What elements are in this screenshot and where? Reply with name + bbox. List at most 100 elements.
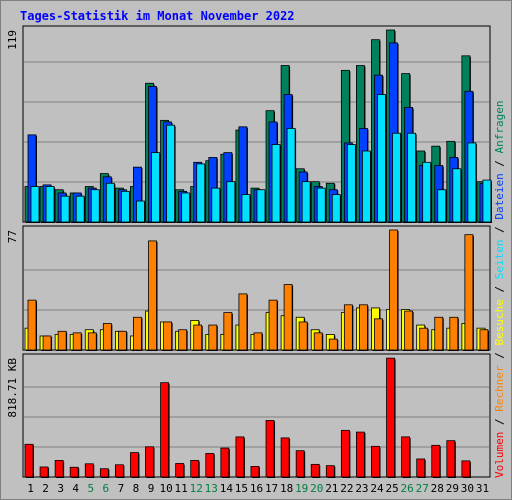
legend-besuche: Besuche (493, 299, 506, 345)
bar-volume-volumen (310, 463, 320, 478)
day-label: 12 (190, 482, 203, 495)
bar-hits-seiten (392, 132, 401, 223)
bar-hits-seiten (166, 124, 175, 223)
bar-hits-seiten (256, 189, 266, 223)
bar-hits-seiten (346, 144, 356, 223)
bar-volume-volumen (461, 460, 471, 478)
day-label: 31 (476, 482, 489, 495)
bar-hits-seiten (422, 161, 432, 223)
bar-visits-rechner (389, 229, 398, 351)
bar-visits-rechner (163, 321, 172, 351)
bar-hits-seiten (136, 200, 145, 223)
day-label: 14 (220, 482, 234, 495)
bar-hits-seiten (211, 187, 221, 223)
bar-volume-volumen (325, 465, 335, 478)
bar-volume-volumen (114, 464, 124, 478)
bar-hits-seiten (286, 128, 296, 223)
legend-separator: / (493, 346, 506, 366)
bar-volume-volumen (371, 445, 380, 478)
legend-rechner: Rechner (493, 365, 506, 412)
bar-visits-rechner (434, 316, 444, 351)
bar-hits-seiten (90, 189, 100, 223)
day-label: 20 (310, 482, 323, 495)
bar-hits-seiten (271, 144, 281, 223)
bar-visits-rechner (313, 332, 323, 351)
bar-visits-rechner (283, 284, 293, 351)
bar-volume-volumen (160, 382, 169, 478)
bar-visits-rechner (208, 324, 218, 351)
bar-volume-volumen (250, 465, 260, 478)
bar-volume-volumen (39, 466, 49, 478)
day-label: 21 (325, 482, 338, 495)
day-label: 24 (370, 482, 384, 495)
legend-separator: / (493, 153, 506, 173)
bar-visits-rechner (27, 299, 37, 351)
bar-volume-volumen (280, 437, 290, 478)
bar-visits-rechner (343, 304, 353, 351)
panel-volume (22, 353, 491, 478)
bar-visits-rechner (42, 335, 52, 351)
bar-visits-rechner (374, 318, 383, 351)
day-label: 28 (431, 482, 444, 495)
bar-hits-seiten (437, 189, 447, 223)
bar-hits-seiten (181, 192, 191, 223)
day-label: 2 (42, 482, 49, 495)
bar-volume-volumen (24, 443, 34, 478)
bar-volume-volumen (265, 420, 275, 478)
bar-hits-seiten (226, 181, 236, 223)
bar-hits-seiten (75, 195, 85, 223)
bar-visits-rechner (404, 310, 414, 351)
bar-visits-rechner (178, 329, 188, 351)
day-label: 25 (385, 482, 398, 495)
bar-hits-seiten (120, 190, 130, 223)
day-label: 22 (340, 482, 353, 495)
day-label: 29 (446, 482, 459, 495)
legend-separator: / (493, 279, 506, 299)
day-label: 16 (250, 482, 263, 495)
bar-hits-seiten (452, 168, 462, 223)
day-label: 8 (133, 482, 140, 495)
bar-hits-seiten (45, 186, 55, 223)
bar-visits-rechner (117, 330, 127, 351)
bar-volume-volumen (235, 436, 245, 478)
day-label: 4 (72, 482, 79, 495)
bar-volume-volumen (340, 429, 350, 478)
bar-visits-rechner (328, 338, 338, 351)
bar-visits-rechner (223, 312, 233, 351)
series-legend: Volumen / Rechner / Besuche / Seiten / D… (493, 100, 506, 478)
day-label: 23 (355, 482, 368, 495)
bar-volume-volumen (54, 460, 64, 478)
bar-hits-seiten (241, 194, 251, 223)
bar-volume-volumen (175, 463, 185, 478)
legend-separator: / (493, 220, 506, 240)
bar-volume-volumen (99, 468, 109, 478)
bar-visits-rechner (57, 330, 67, 351)
bar-hits-seiten (407, 132, 417, 223)
bar-visits-rechner (87, 332, 97, 351)
bar-visits-rechner (419, 327, 429, 351)
bar-visits-rechner (102, 323, 112, 351)
day-label: 18 (280, 482, 293, 495)
bar-volume-volumen (356, 431, 365, 478)
day-label: 27 (416, 482, 429, 495)
bar-volume-volumen (431, 444, 441, 478)
panel-max-label: 119 (6, 30, 19, 50)
bar-volume-volumen (220, 447, 230, 478)
legend-seiten: Seiten (493, 240, 506, 280)
panel-max-label: 818.71 KB (6, 358, 19, 418)
bar-volume-volumen (295, 450, 305, 478)
day-label: 5 (87, 482, 94, 495)
day-label: 15 (235, 482, 248, 495)
day-label: 11 (175, 482, 188, 495)
bar-hits-seiten (331, 194, 341, 223)
panel-max-label: 77 (6, 230, 19, 243)
legend-dateien: Dateien (493, 173, 506, 219)
bar-volume-volumen (205, 453, 215, 478)
day-label: 3 (57, 482, 64, 495)
day-label: 1 (27, 482, 34, 495)
bar-visits-rechner (238, 293, 248, 351)
day-label: 26 (401, 482, 414, 495)
bar-hits-seiten (196, 163, 206, 223)
bar-visits-rechner (298, 321, 308, 351)
